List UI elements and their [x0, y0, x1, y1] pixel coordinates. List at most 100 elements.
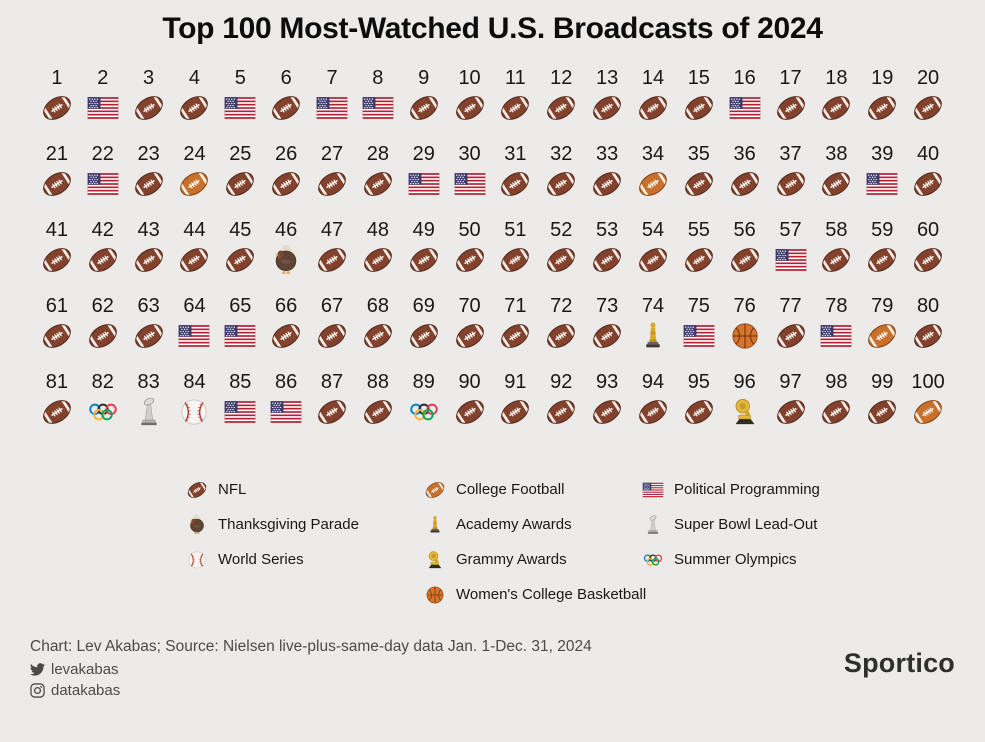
rank-cell: 60	[905, 218, 951, 278]
rank-cell: 5	[217, 66, 263, 126]
rank-cell: 16	[722, 66, 768, 126]
rank-number: 88	[366, 371, 389, 393]
rank-number: 62	[91, 295, 114, 317]
rank-cell: 99	[859, 370, 905, 430]
football-icon	[497, 318, 533, 354]
rank-number: 39	[871, 143, 894, 165]
rank-cell: 90	[447, 370, 493, 430]
baseball-icon	[185, 548, 209, 572]
rank-cell: 13	[584, 66, 630, 126]
rank-number: 29	[412, 143, 435, 165]
legend-label: Summer Olympics	[674, 551, 797, 568]
rank-cell: 47	[309, 218, 355, 278]
football-icon	[681, 394, 717, 430]
rank-cell: 64	[172, 294, 218, 354]
rank-number: 74	[641, 295, 665, 317]
footer: Chart: Lev Akabas; Source: Nielsen live-…	[30, 636, 955, 699]
rank-cell: 41	[34, 218, 80, 278]
football-icon	[314, 242, 350, 278]
rank-number: 33	[595, 143, 619, 165]
rank-cell: 20	[905, 66, 951, 126]
football-icon	[39, 166, 75, 202]
rank-cell: 7	[309, 66, 355, 126]
football-icon	[176, 90, 212, 126]
us-flag-icon	[864, 166, 900, 202]
rank-number: 89	[412, 371, 435, 393]
football-icon	[85, 242, 121, 278]
football-icon	[727, 166, 763, 202]
rank-cell: 89	[401, 370, 447, 430]
football-icon	[452, 394, 488, 430]
rank-number: 68	[366, 295, 389, 317]
twitter-handle: levakabas	[30, 661, 592, 678]
rank-cell: 61	[34, 294, 80, 354]
rank-cell: 15	[676, 66, 722, 126]
football-icon	[543, 318, 579, 354]
rank-number: 41	[45, 219, 69, 241]
rank-cell: 44	[172, 218, 218, 278]
rank-cell: 66	[263, 294, 309, 354]
rank-number: 27	[320, 143, 344, 165]
rank-cell: 94	[630, 370, 676, 430]
football-icon	[314, 166, 350, 202]
rank-number: 14	[641, 67, 665, 89]
football-icon	[910, 166, 946, 202]
rank-cell: 28	[355, 142, 401, 202]
lombardi-trophy-icon	[641, 513, 665, 537]
rank-number: 50	[458, 219, 481, 241]
us-flag-icon	[773, 242, 809, 278]
rank-number: 94	[641, 371, 665, 393]
rank-number: 53	[595, 219, 619, 241]
college-football-icon	[910, 394, 946, 430]
rank-number: 70	[458, 295, 481, 317]
rank-number: 49	[412, 219, 435, 241]
rank-cell: 59	[859, 218, 905, 278]
football-icon	[268, 90, 304, 126]
rank-cell: 9	[401, 66, 447, 126]
us-flag-icon	[641, 478, 665, 502]
football-icon	[543, 242, 579, 278]
rank-number: 8	[372, 67, 384, 89]
legend-item: Political Programming	[641, 472, 820, 507]
legend: NFL Thanksgiving Parade World Series Colleg…	[185, 472, 985, 612]
rank-cell: 62	[80, 294, 126, 354]
football-icon	[314, 318, 350, 354]
football-icon	[589, 242, 625, 278]
rank-number: 20	[916, 67, 940, 89]
football-icon	[39, 318, 75, 354]
football-icon	[497, 394, 533, 430]
rank-number: 95	[687, 371, 710, 393]
rank-number: 16	[733, 67, 756, 89]
rank-number: 93	[595, 371, 619, 393]
rank-cell: 56	[722, 218, 768, 278]
football-icon	[452, 242, 488, 278]
rank-number: 23	[137, 143, 160, 165]
rank-number: 87	[320, 371, 344, 393]
legend-item: Women's College Basketball	[423, 577, 646, 612]
football-icon	[131, 318, 167, 354]
football-icon	[864, 394, 900, 430]
rank-cell: 46	[263, 218, 309, 278]
rank-number: 60	[916, 219, 940, 241]
rank-cell: 24	[172, 142, 218, 202]
rank-cell: 97	[768, 370, 814, 430]
rank-number: 26	[275, 143, 298, 165]
rank-cell: 92	[538, 370, 584, 430]
football-icon	[360, 166, 396, 202]
rank-cell: 43	[126, 218, 172, 278]
rank-cell: 68	[355, 294, 401, 354]
football-icon	[452, 90, 488, 126]
legend-item: Academy Awards	[423, 507, 641, 542]
rank-cell: 31	[492, 142, 538, 202]
footer-credits: Chart: Lev Akabas; Source: Nielsen live-…	[30, 636, 592, 699]
rank-cell: 83	[126, 370, 172, 430]
rank-number: 82	[91, 371, 114, 393]
source-note: Chart: Lev Akabas; Source: Nielsen live-…	[30, 638, 592, 655]
legend-label: Grammy Awards	[456, 551, 567, 568]
college-football-icon	[176, 166, 212, 202]
instagram-icon	[30, 683, 45, 698]
rank-grid: 1 2 3 4 5 6 7 8 9 10 11 12 13 14 15 16 17 18 19 20 21 22 23 24 2…	[34, 66, 951, 430]
lombardi-trophy-icon	[131, 394, 167, 430]
rank-cell: 63	[126, 294, 172, 354]
rank-cell: 51	[492, 218, 538, 278]
